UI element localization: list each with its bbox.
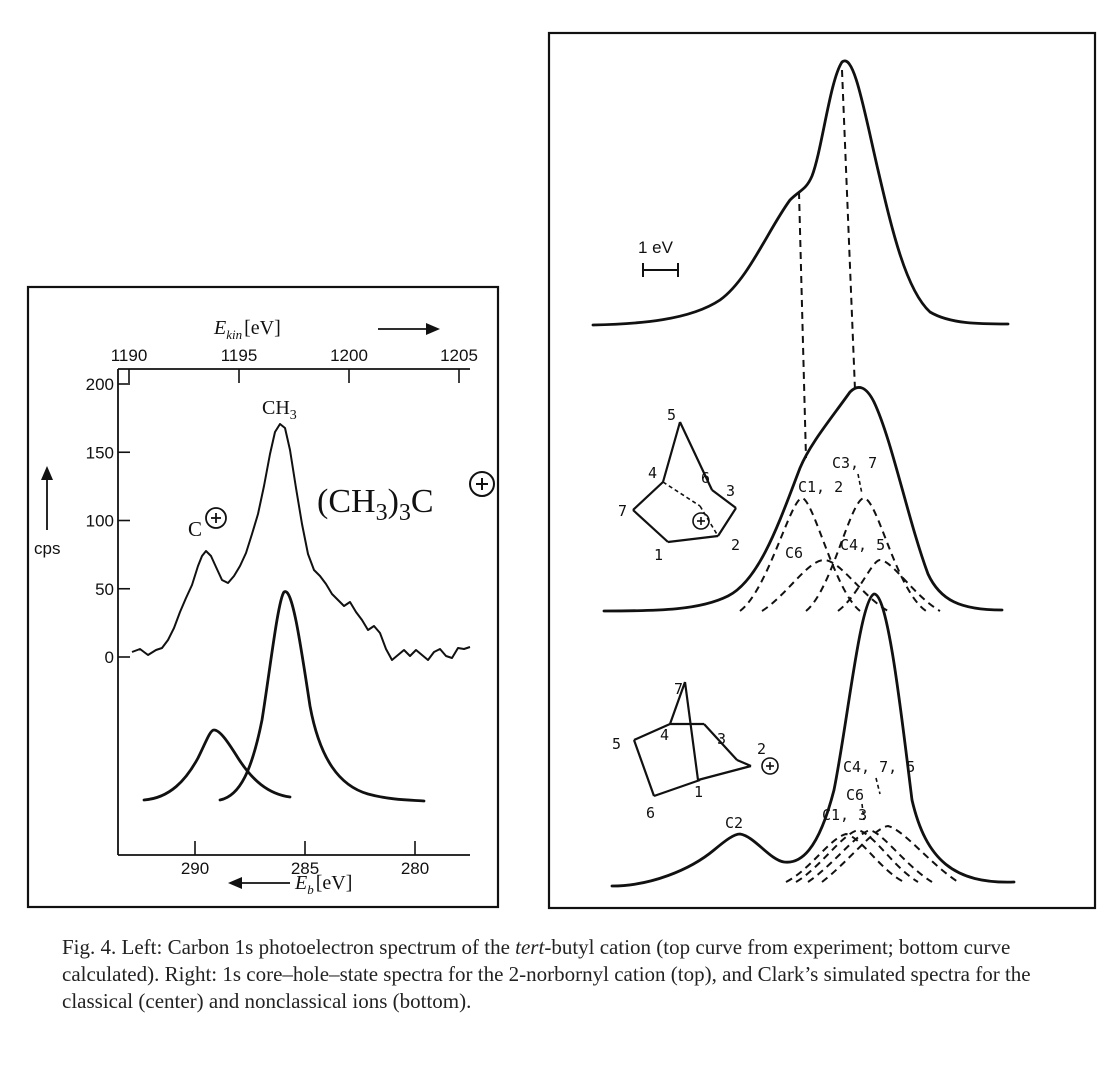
nonclassical-component-c13b xyxy=(795,828,919,883)
label-c2: C2 xyxy=(725,814,743,832)
svg-text:3: 3 xyxy=(717,730,726,748)
top-axis-tick-label: 1205 xyxy=(440,346,478,365)
formula-plus-circle-icon xyxy=(469,471,495,497)
svg-text:2: 2 xyxy=(757,740,766,758)
bottom-axis-arrow xyxy=(228,877,290,889)
top-axis-arrow xyxy=(378,323,440,335)
svg-text:1: 1 xyxy=(694,783,703,801)
svg-text:4: 4 xyxy=(660,726,669,744)
top-axis: 1190 1195 1200 1205 xyxy=(111,346,478,383)
left-axis-tick-label: 100 xyxy=(86,512,114,531)
top-axis-title: Ekin [eV] xyxy=(213,317,281,342)
nonclassical-component-c475 xyxy=(821,824,959,883)
svg-text:6: 6 xyxy=(701,469,710,487)
bottom-axis-tick-label: 285 xyxy=(291,859,319,878)
formula-label: (CH3)3C xyxy=(317,483,434,526)
c-plus-circle-icon xyxy=(205,507,227,529)
label-c12: C1, 2 xyxy=(798,478,843,496)
bottom-axis-tick-label: 280 xyxy=(401,859,429,878)
left-panel: Ekin [eV] 1190 1195 1200 1205 0 50 100 150 200 c… xyxy=(26,285,500,909)
bottom-label-braces xyxy=(861,777,881,821)
classical-molecule-diagram: 5 4 6 3 7 1 2 xyxy=(618,406,740,564)
left-axis: 0 50 100 150 200 xyxy=(86,369,130,855)
top-axis-tick-label: 1195 xyxy=(221,346,258,365)
guide-dash-right xyxy=(841,69,856,391)
svg-text:5: 5 xyxy=(667,406,676,424)
nonclassical-envelope-spectrum xyxy=(610,592,1016,888)
left-axis-tick-label: 150 xyxy=(86,443,114,462)
scale-bar xyxy=(642,263,679,277)
bottom-axis-title: Eb [eV] xyxy=(294,872,352,897)
top-axis-tick-label: 1200 xyxy=(330,346,368,365)
calculated-peak-c-plus xyxy=(142,728,292,802)
label-c45: C4, 5 xyxy=(840,536,885,554)
svg-text:2: 2 xyxy=(731,536,740,554)
label-c6-bottom: C6 xyxy=(846,786,864,804)
c-plus-label: C xyxy=(188,517,202,541)
svg-text:7: 7 xyxy=(674,680,683,698)
right-panel-frame xyxy=(547,31,1097,910)
bottom-axis-tick-label: 290 xyxy=(181,859,209,878)
label-c6-center: C6 xyxy=(785,544,803,562)
classical-component-c45 xyxy=(837,558,941,612)
scale-bar-label: 1 eV xyxy=(638,238,674,257)
svg-text:6: 6 xyxy=(646,804,655,822)
figure-canvas: Ekin [eV] 1190 1195 1200 1205 0 50 100 150 200 c… xyxy=(26,31,1097,910)
left-axis-tick-label: 50 xyxy=(95,580,114,599)
right-panel: 1 eV C1, 2 C3, 7 C6 C4, 5 5 xyxy=(547,31,1097,910)
experimental-spectrum xyxy=(131,423,471,661)
top-axis-tick-label: 1190 xyxy=(111,346,148,365)
classical-component-c12 xyxy=(739,496,861,612)
cps-label: cps xyxy=(34,539,60,558)
left-panel-frame xyxy=(26,285,500,909)
nonclassical-component-c6 xyxy=(807,828,933,883)
label-c475: C4, 7, 5 xyxy=(843,758,915,776)
svg-text:1: 1 xyxy=(654,546,663,564)
bottom-axis: 290 285 280 xyxy=(118,841,470,878)
nonclassical-molecule-diagram: 7 4 3 5 2 1 6 xyxy=(612,680,779,822)
label-c37: C3, 7 xyxy=(832,454,877,472)
figure-caption: Fig. 4. Left: Carbon 1s photoelectron sp… xyxy=(62,935,1031,1013)
nonclassical-component-c13a xyxy=(785,832,905,883)
c37-brace xyxy=(857,473,863,495)
classical-component-c37 xyxy=(805,496,927,612)
norbornyl-experimental-spectrum xyxy=(591,59,1010,327)
classical-component-c6 xyxy=(761,558,889,612)
left-axis-tick-label: 200 xyxy=(86,375,114,394)
label-c13: C1, 3 xyxy=(822,806,867,824)
svg-text:7: 7 xyxy=(618,502,627,520)
left-axis-tick-label: 0 xyxy=(105,648,114,667)
classical-envelope-spectrum xyxy=(602,386,1004,613)
svg-text:3: 3 xyxy=(726,482,735,500)
guide-dash-left xyxy=(798,191,807,459)
cps-arrow xyxy=(41,466,53,530)
svg-text:5: 5 xyxy=(612,735,621,753)
ch3-label: CH3 xyxy=(262,397,297,423)
calculated-peak-ch3 xyxy=(218,590,426,803)
svg-text:4: 4 xyxy=(648,464,657,482)
